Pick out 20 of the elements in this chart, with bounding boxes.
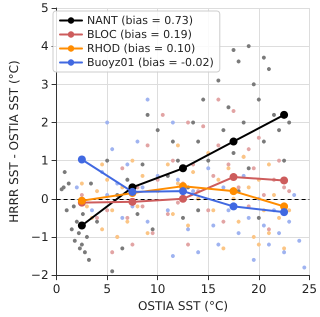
legend-label: BLOC (bias = 0.19) [87, 28, 192, 41]
y-tick-label: 1 [40, 154, 49, 168]
x-tick-label: 20 [251, 282, 266, 296]
x-tick-label: 25 [302, 282, 318, 296]
y-axis-title: HRRR SST - OSTIA SST (°C) [7, 60, 21, 223]
x-tick-label: 0 [52, 282, 60, 296]
y-tick-label: 5 [40, 1, 49, 15]
legend-label: NANT (bias = 0.73) [87, 14, 193, 27]
y-tick-label: 3 [40, 77, 49, 92]
x-tick-label: 15 [200, 282, 216, 296]
x-axis-title: OSTIA SST (°C) [138, 299, 228, 313]
y-tick-label: −1 [30, 230, 49, 244]
y-tick-label: −2 [30, 268, 49, 282]
y-tick-label: 4 [40, 39, 49, 54]
y-tick-label: 0 [40, 192, 49, 206]
legend-label: RHOD (bias = 0.10) [87, 42, 196, 55]
legend-label: Buoyz01 (bias = -0.02) [87, 56, 214, 69]
x-tick-label: 10 [150, 282, 166, 296]
y-tick-label: 2 [40, 115, 49, 130]
x-tick-label: 5 [103, 282, 111, 296]
